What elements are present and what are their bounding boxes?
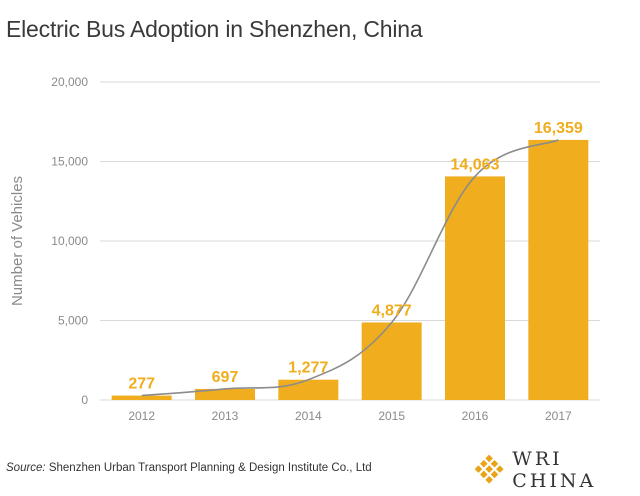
x-tick-label: 2012 (128, 409, 155, 423)
bar (361, 322, 422, 400)
data-label: 277 (128, 376, 155, 393)
bar (111, 395, 172, 400)
y-tick-label: 15,000 (51, 155, 88, 169)
data-label: 1,277 (288, 360, 328, 377)
y-tick-label: 20,000 (51, 75, 88, 89)
data-label: 14,063 (451, 156, 500, 173)
y-tick-label: 10,000 (51, 234, 88, 248)
data-label: 16,359 (534, 120, 583, 137)
source-text: Shenzhen Urban Transport Planning & Desi… (48, 462, 372, 474)
bar (195, 388, 255, 400)
wri-china-logo: WRI CHINA (474, 448, 640, 492)
source-label: Source: (6, 462, 46, 474)
bar (278, 379, 339, 400)
data-label: 697 (212, 369, 239, 386)
y-tick-label: 0 (81, 393, 88, 407)
y-axis-label: Number of Vehicles (9, 176, 26, 306)
trend-line (141, 139, 559, 397)
bar (445, 176, 505, 400)
x-tick-label: 2017 (545, 409, 572, 423)
wri-lattice-icon (474, 454, 504, 484)
bar (528, 139, 589, 400)
y-tick-label: 5,000 (58, 314, 88, 328)
x-tick-label: 2016 (462, 409, 489, 423)
x-tick-label: 2014 (295, 409, 322, 423)
x-tick-label: 2015 (378, 409, 405, 423)
data-label: 4,877 (372, 302, 412, 319)
x-tick-label: 2013 (212, 409, 239, 423)
chart-title: Electric Bus Adoption in Shenzhen, China (6, 16, 423, 42)
brand-name: WRI CHINA (512, 448, 597, 492)
source-note: Source: Shenzhen Urban Transport Plannin… (6, 462, 372, 474)
